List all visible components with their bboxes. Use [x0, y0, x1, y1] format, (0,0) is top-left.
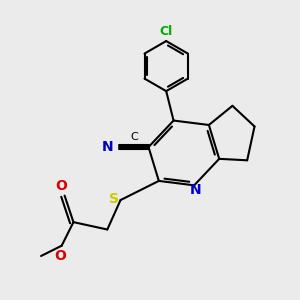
Text: N: N	[190, 183, 202, 197]
Text: N: N	[102, 140, 114, 154]
Text: C: C	[130, 132, 138, 142]
Text: Cl: Cl	[160, 25, 173, 38]
Text: O: O	[56, 179, 68, 193]
Text: O: O	[54, 249, 66, 262]
Text: S: S	[109, 192, 119, 206]
